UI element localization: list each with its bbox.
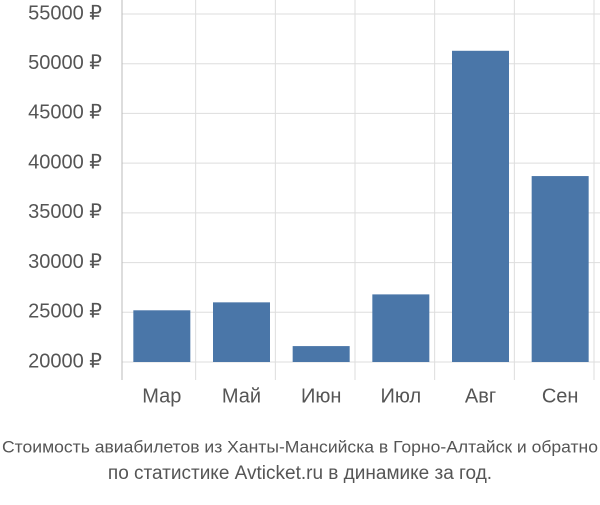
y-tick-label: 20000 ₽	[28, 350, 102, 372]
bar	[292, 346, 350, 362]
x-tick-label: Мар	[142, 385, 181, 407]
bar	[133, 310, 191, 362]
bar	[213, 302, 270, 362]
bar	[372, 294, 430, 362]
chart-subtitle: по статистике Avticket.ru в динамике за …	[108, 463, 492, 484]
y-tick-label: 25000 ₽	[28, 301, 102, 323]
y-tick-label: 45000 ₽	[28, 102, 102, 124]
x-tick-label: Май	[222, 385, 261, 407]
chart-title: Стоимость авиабилетов из Ханты-Мансийска…	[2, 437, 598, 456]
y-tick-label: 40000 ₽	[28, 151, 102, 173]
y-tick-label: 50000 ₽	[28, 52, 102, 74]
x-tick-label: Июн	[301, 385, 341, 407]
x-tick-label: Сен	[542, 385, 579, 407]
bar	[452, 50, 509, 362]
y-tick-label: 55000 ₽	[28, 2, 102, 24]
x-tick-label: Июл	[381, 385, 422, 407]
y-tick-label: 35000 ₽	[28, 201, 102, 223]
x-tick-label: Авг	[465, 385, 496, 407]
bar	[531, 176, 589, 362]
y-tick-label: 30000 ₽	[28, 251, 102, 273]
